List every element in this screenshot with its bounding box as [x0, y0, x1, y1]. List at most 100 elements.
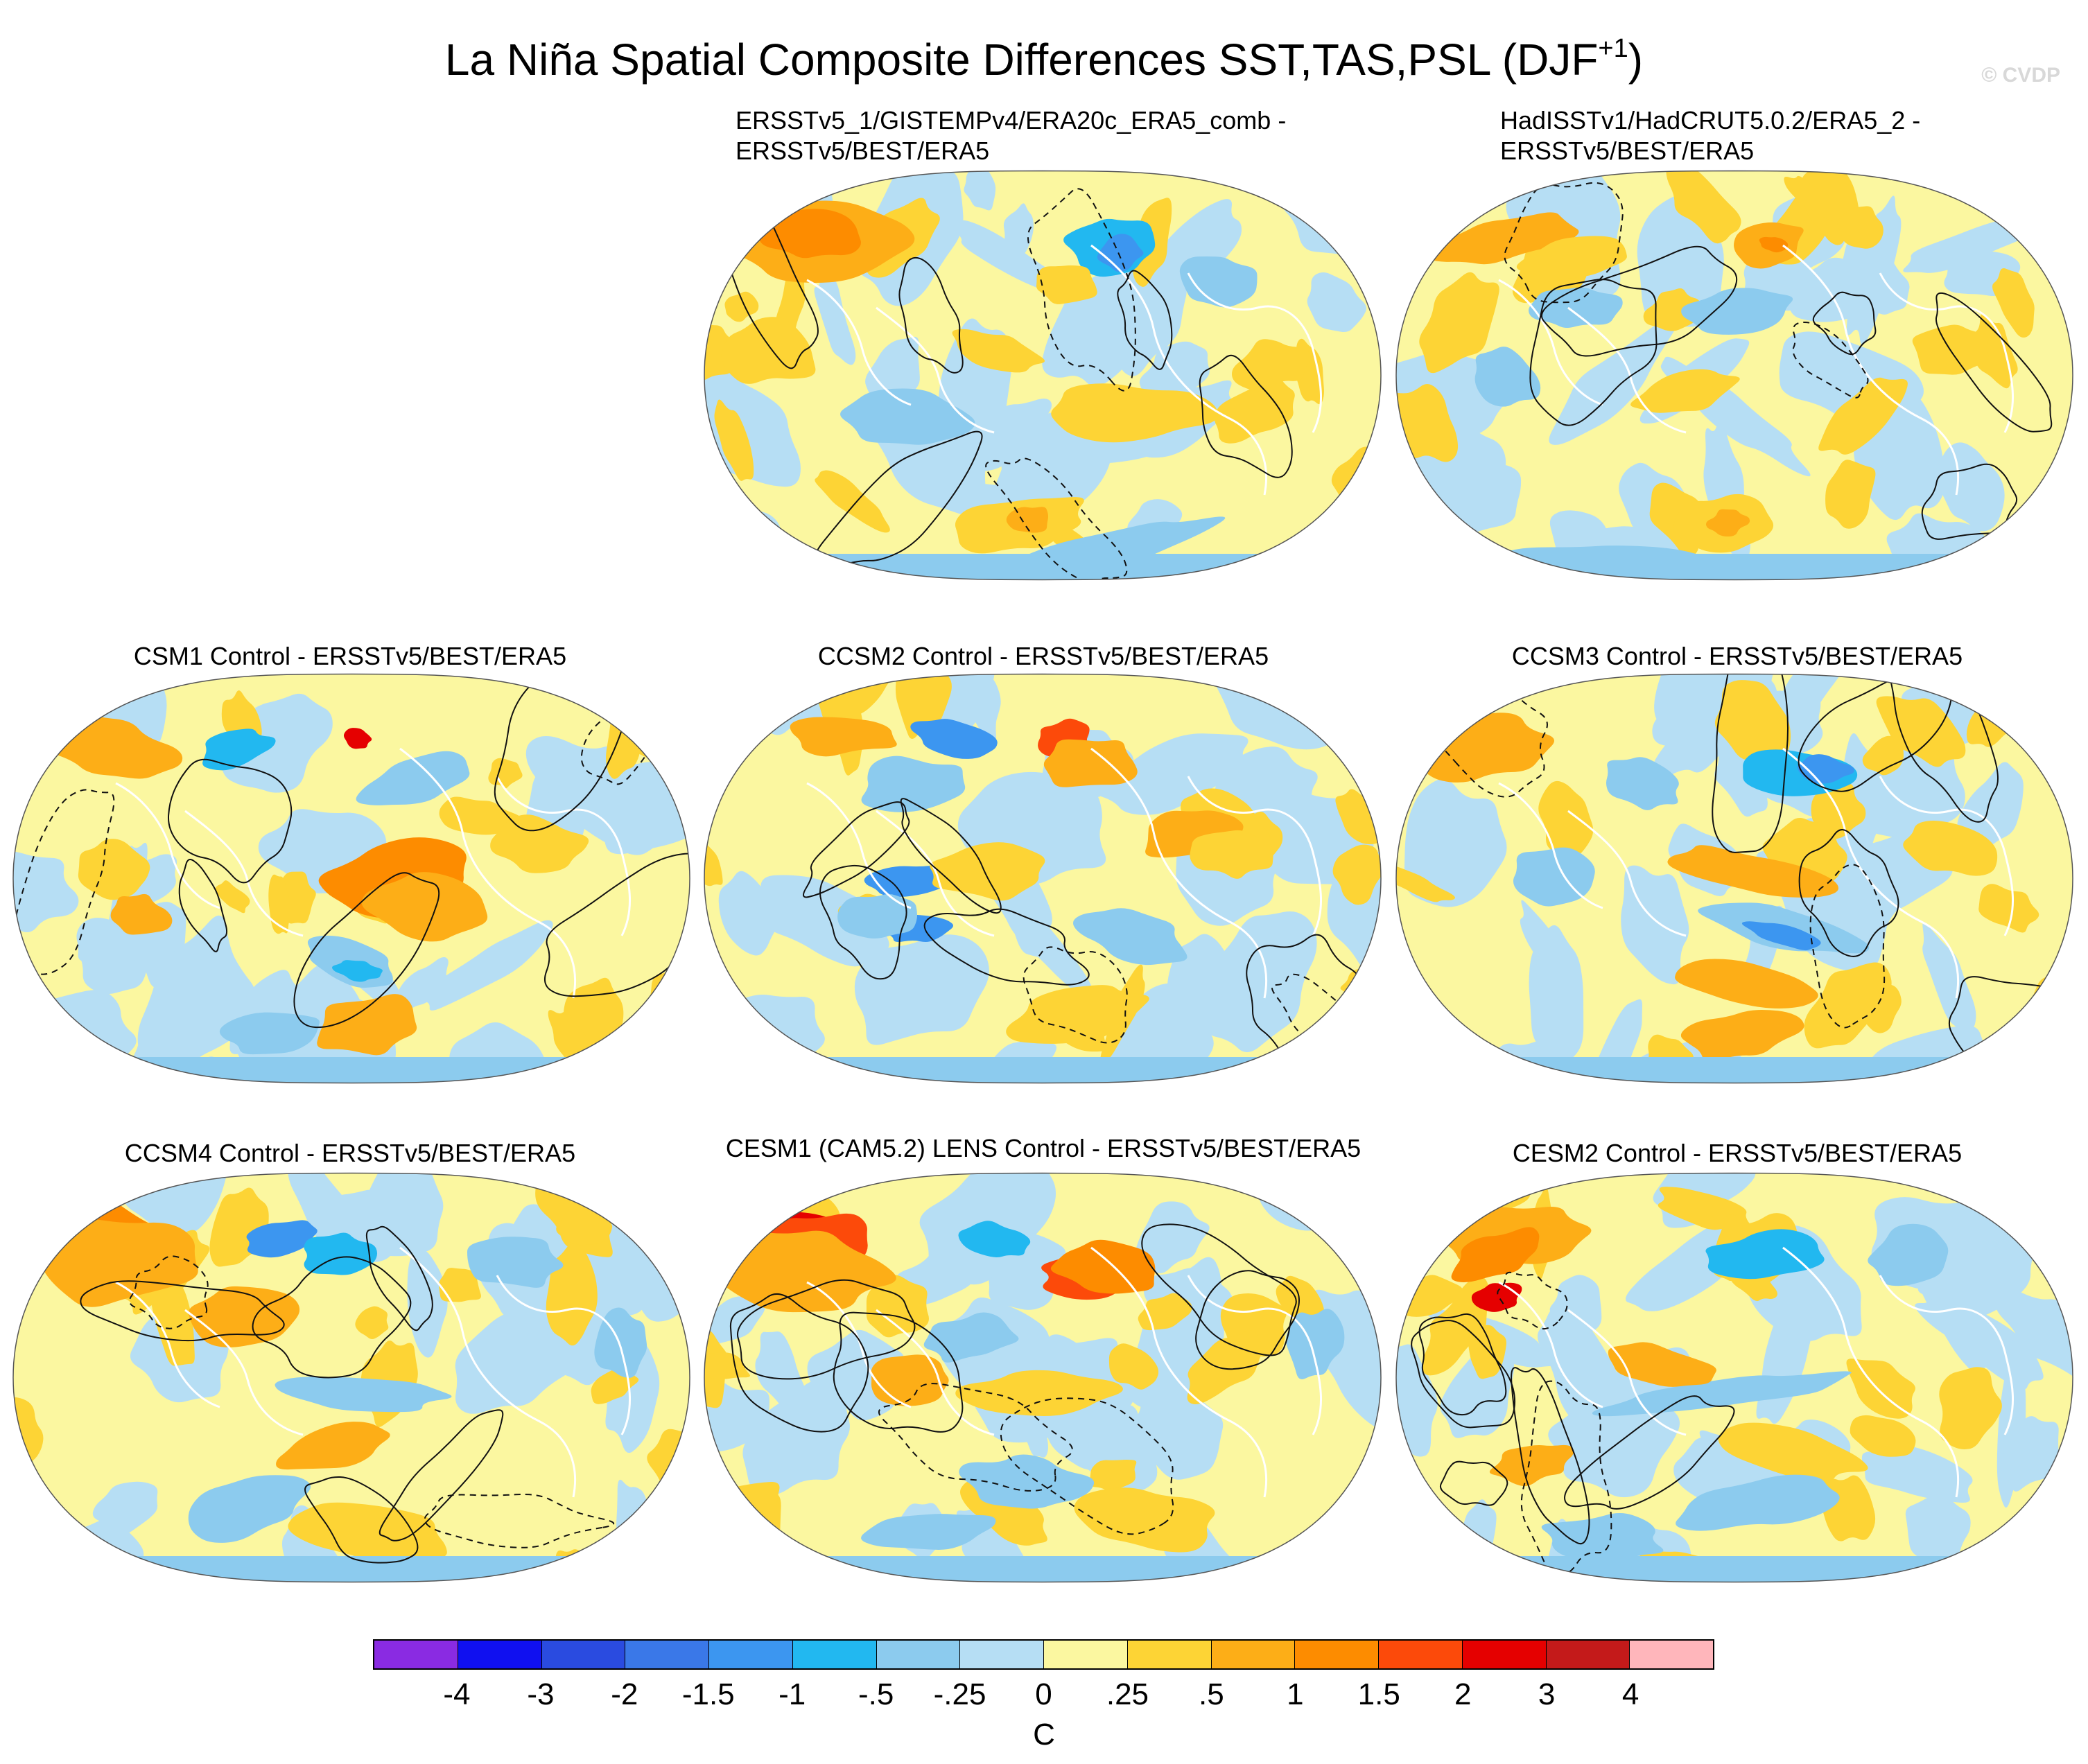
coastline [1879, 1275, 2015, 1435]
anomaly-patch [1051, 383, 1218, 443]
anomaly-patch [1134, 1201, 1210, 1274]
coastline [1567, 810, 1687, 937]
panel-title-ccsm2: CCSM2 Control - ERSSTv5/BEST/ERA5 [700, 641, 1386, 672]
panel-title-obs2: HadISSTv1/HadCRUT5.0.2/ERA5_2 - ERSSTv5/… [1500, 105, 1920, 166]
anomaly-patch [1396, 1344, 1438, 1457]
panel-title-line: CCSM4 Control - ERSSTv5/BEST/ERA5 [124, 1139, 576, 1167]
panel-title-line: CCSM3 Control - ERSSTv5/BEST/ERA5 [1511, 642, 1963, 670]
coastline [1498, 1281, 1603, 1408]
psl-contour [729, 1293, 869, 1433]
coastline [399, 1246, 577, 1498]
coastline [1782, 747, 1960, 999]
anomaly-patch [1971, 314, 2018, 389]
psl-contour [1564, 1395, 1735, 1510]
anomaly-patch [76, 918, 137, 967]
anomaly-patch [1541, 1513, 1664, 1565]
map-ccsm2 [704, 673, 1382, 1084]
colorbar-swatch [1379, 1641, 1463, 1668]
figure-title: La Niña Spatial Composite Differences SS… [0, 21, 2088, 87]
psl-contour [304, 1476, 419, 1564]
anomaly-patch [704, 1482, 780, 1550]
anomaly-patch [704, 1057, 1381, 1083]
anomaly-patch [275, 1377, 452, 1413]
anomaly-patch [150, 1268, 195, 1366]
anomaly-patch [1837, 206, 1883, 249]
psl-contour [293, 872, 440, 1029]
anomaly-patch [959, 1454, 1095, 1509]
coastline [1187, 272, 1323, 433]
anomaly-patch [110, 893, 173, 935]
colorbar-label: 4 [1621, 1677, 1639, 1711]
anomaly-patch [188, 1286, 300, 1347]
colorbar-label: -.25 [933, 1677, 986, 1711]
anomaly-patch [1231, 339, 1310, 392]
anomaly-patch [2030, 691, 2073, 746]
coastline [1879, 272, 2015, 433]
anomaly-patch [1307, 272, 1367, 333]
map-cesm2 [1395, 1172, 2073, 1583]
psl-contour [814, 430, 983, 567]
anomaly-patch [704, 1327, 728, 1408]
map-outline [704, 1172, 1382, 1583]
anomaly-patch [1538, 780, 1594, 859]
anomaly-patch [1862, 735, 1904, 776]
anomaly-patch [1471, 1282, 1522, 1312]
anomaly-patch [1422, 1277, 1489, 1376]
panel-title-cesm2: CESM2 Control - ERSSTv5/BEST/ERA5 [1386, 1138, 2088, 1169]
psl-contour [1411, 1320, 1516, 1429]
psl-contour [1935, 292, 2053, 433]
anomaly-patch [755, 1331, 810, 1415]
anomaly-patch [219, 1012, 320, 1055]
anomaly-patch [594, 1307, 647, 1379]
colorbar-label: -1.5 [681, 1677, 735, 1711]
anomaly-patch [724, 291, 759, 322]
anomaly-patch [721, 317, 816, 384]
anomaly-patch [13, 1556, 690, 1582]
anomaly-patch [1423, 549, 1517, 580]
colorbar-swatch [792, 1641, 877, 1668]
coastline [1187, 776, 1323, 936]
anomaly-patch [1312, 545, 1368, 580]
anomaly-patch [1396, 862, 1455, 902]
anomaly-patch [1939, 1367, 2002, 1449]
anomaly-patch [1001, 427, 1075, 507]
coastline [184, 1309, 304, 1436]
anomaly-patch [1592, 1371, 1852, 1417]
psl-contour [819, 864, 907, 980]
anomaly-patch [34, 1219, 198, 1307]
colorbar-swatch [374, 1641, 458, 1668]
anomaly-patch [837, 894, 918, 938]
anomaly-patch [713, 1230, 896, 1313]
anomaly-patch [13, 1057, 690, 1083]
anomaly-patch [1451, 1227, 1540, 1282]
coastline [1498, 782, 1603, 909]
anomaly-patch [13, 849, 79, 932]
colorbar-label: -1 [778, 1677, 806, 1711]
colorbar-swatch [1211, 1641, 1296, 1668]
anomaly-patch [1549, 1275, 1602, 1331]
psl-contour [1921, 463, 2018, 540]
anomaly-patch [1876, 696, 1966, 767]
coastline [1782, 244, 1960, 496]
psl-contour [1511, 1367, 1590, 1545]
panel-title-ccsm3: CCSM3 Control - ERSSTv5/BEST/ERA5 [1386, 641, 2088, 672]
anomaly-patch [1978, 884, 2039, 933]
anomaly-patch [790, 717, 897, 757]
anomaly-patch [1784, 175, 1846, 222]
anomaly-patch [1804, 962, 1892, 1049]
psl-contour [1520, 1380, 1612, 1576]
anomaly-patch [861, 1514, 996, 1550]
anomaly-patch [2031, 975, 2073, 1038]
anomaly-patch [910, 719, 998, 759]
psl-contour [1117, 270, 1173, 370]
anomaly-patch [742, 1379, 850, 1496]
map-outline [12, 673, 690, 1084]
psl-contour [833, 1311, 964, 1433]
coastline [1187, 1275, 1323, 1435]
anomaly-patch [215, 880, 250, 914]
colorbar-label: 3 [1538, 1677, 1556, 1711]
anomaly-patch [1995, 1287, 2073, 1386]
psl-contour [1798, 829, 1899, 957]
psl-contour [379, 1409, 504, 1542]
map-outline [1395, 170, 2073, 581]
